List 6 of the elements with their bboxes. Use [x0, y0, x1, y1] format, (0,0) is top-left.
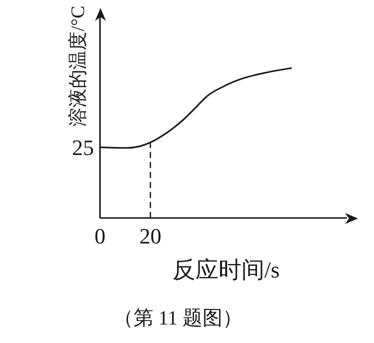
y-axis-title: 溶液的温度/°C	[67, 6, 90, 126]
text: （第 11 题图）	[113, 306, 243, 332]
x-axis-title: 反应时间/s	[172, 256, 280, 284]
x-tick-label: 20	[139, 224, 162, 249]
annotation: 25	[72, 135, 94, 160]
x-tick-label: 0	[94, 224, 106, 249]
